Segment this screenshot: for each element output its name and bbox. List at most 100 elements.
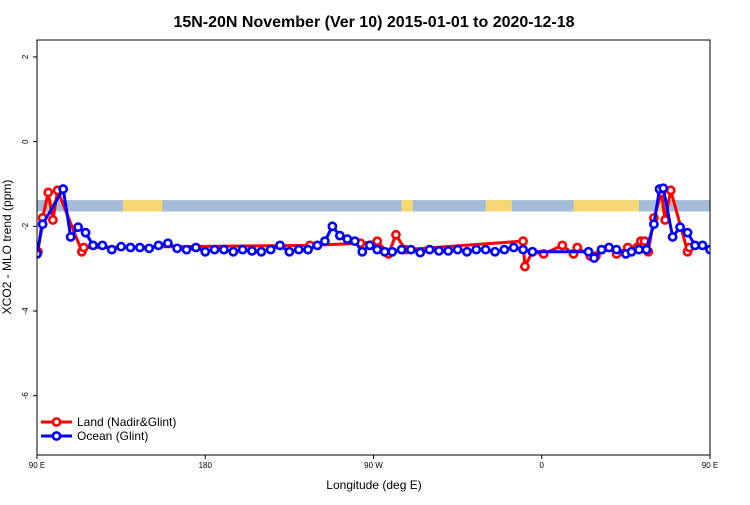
data-point [372,236,383,247]
legend-marker [51,431,62,441]
data-point [518,236,528,247]
data-point [303,244,313,255]
x-tick-label: 180 [199,461,213,470]
data-point [372,244,383,255]
data-point [364,240,375,251]
x-axis-title: Longitude (deg E) [326,478,421,492]
data-point [705,244,710,255]
data-point [387,246,398,257]
data-point [391,229,401,240]
data-point [641,244,652,255]
y-axis-title: XCO2 - MLO trend (ppm) [0,180,14,315]
series-ocean [37,183,710,263]
data-point [667,232,678,242]
data-point [604,242,614,253]
data-point [527,246,538,257]
data-point [520,261,530,272]
x-tick-label: 90 E [702,461,718,470]
map-strip-ocean [37,200,710,212]
data-point [649,219,659,230]
data-point [634,244,644,255]
data-point [589,253,599,263]
data-point [415,247,426,258]
data-point [43,187,54,198]
legend: Land (Nadir&Glint)Ocean (Glint) [41,415,176,443]
data-point [162,238,173,249]
map-strip-land-4 [573,200,639,212]
data-point [134,242,145,253]
data-point [682,227,693,238]
data-point [106,244,117,255]
data-point [209,244,220,255]
data-point [342,234,353,244]
data-point [284,246,295,257]
data-point [357,246,368,257]
legend-label: Land (Nadir&Glint) [77,415,176,429]
data-point [275,240,285,251]
data-point [572,242,583,253]
data-point [219,244,229,255]
data-point [181,244,192,255]
y-tick-label: -6 [21,392,30,400]
data-point [334,230,345,241]
map-strip-land-1 [122,200,163,212]
data-point [452,244,463,255]
data-point [697,240,708,251]
legend-marker [51,417,62,427]
data-point [583,246,594,257]
data-point [405,244,416,255]
data-point [319,236,330,247]
data-point [116,241,127,252]
x-tick-label: 0 [540,461,545,470]
y-tick-label: -4 [21,307,30,315]
data-point [480,244,491,255]
data-point [200,246,211,257]
data-point [237,244,248,255]
data-point [78,242,89,253]
data-point [191,242,201,253]
map-strip-land-3 [485,200,512,212]
data-point [424,244,435,255]
data-point [462,246,472,257]
map-strip-land-2 [401,200,413,212]
data-point [312,240,323,251]
data-point [153,240,164,251]
data-point [247,245,257,256]
data-point [434,245,444,256]
data-point [97,240,108,251]
data-point [37,219,48,230]
data-point [508,242,519,253]
data-point [626,246,637,257]
data-point [293,244,304,255]
data-point [327,221,338,232]
data-point [256,246,267,257]
data-point [379,246,390,257]
data-point [73,222,84,233]
data-point [65,232,76,242]
data-point [228,246,239,257]
data-point [349,236,360,247]
data-point [518,244,528,255]
data-point [443,245,454,256]
data-point [665,185,676,196]
data-point [172,243,183,254]
data-point [125,242,136,253]
data-point [611,244,622,255]
x-tick-label: 90 E [29,461,45,470]
y-tick-label: -2 [21,222,30,230]
data-point [144,243,155,254]
data-point [596,244,607,255]
data-point [396,244,407,255]
data-point [58,184,69,194]
data-point [47,215,58,225]
data-point [80,227,91,238]
data-point [471,244,482,255]
data-point [88,240,98,251]
chart-title: 15N-20N November (Ver 10) 2015-01-01 to … [173,14,574,31]
legend-label: Ocean (Glint) [77,429,148,443]
data-point [265,244,276,255]
data-point [490,246,500,257]
data-point [690,240,700,251]
y-tick-label: 2 [21,54,30,59]
